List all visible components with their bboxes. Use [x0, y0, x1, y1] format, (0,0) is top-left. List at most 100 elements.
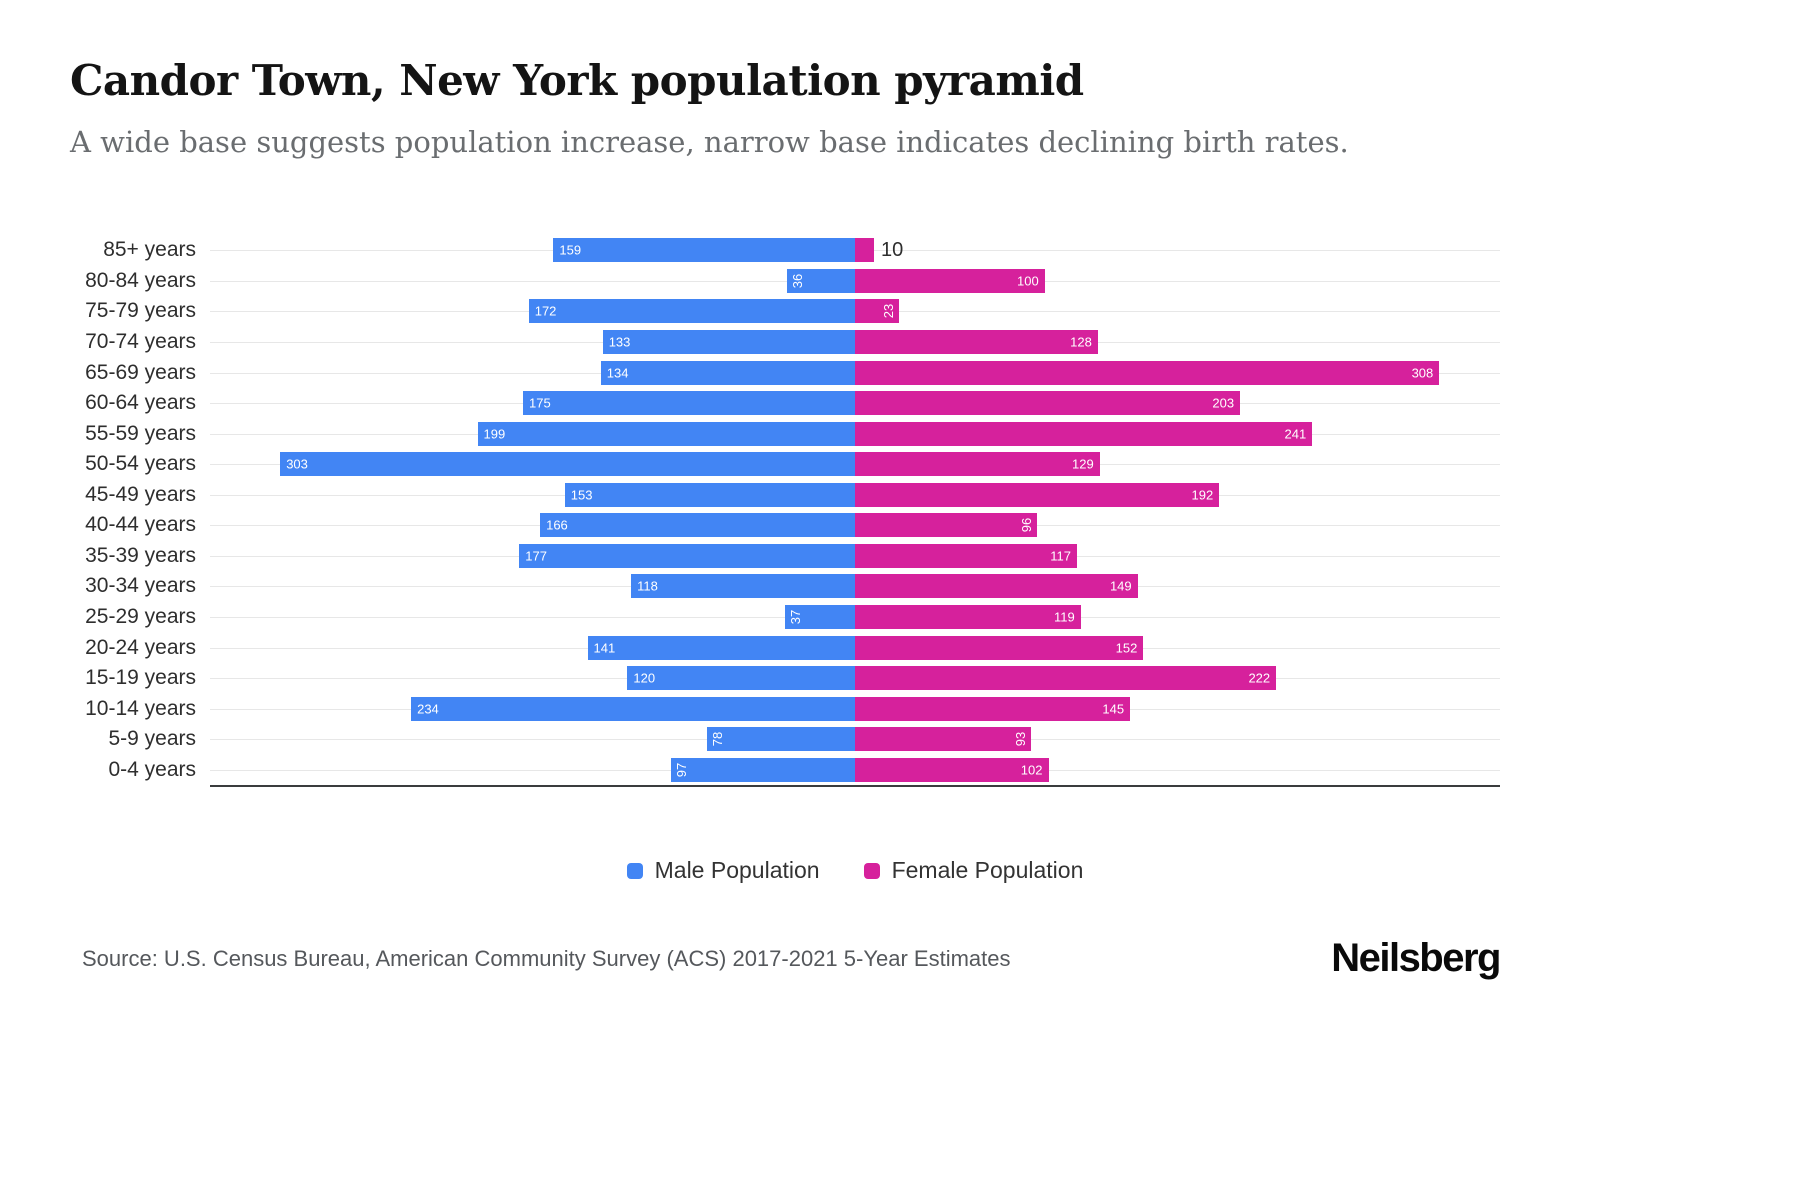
bar-value-label: 97: [674, 762, 689, 778]
age-label: 35-39 years: [85, 543, 196, 567]
legend-item-male[interactable]: Male Population: [626, 857, 820, 884]
plot-area-row: 37 119: [210, 602, 1500, 633]
male-bar[interactable]: 36: [786, 268, 855, 293]
female-bar[interactable]: 102: [855, 757, 1049, 782]
female-bar[interactable]: 192: [855, 482, 1220, 507]
female-bar[interactable]: 149: [855, 574, 1138, 599]
age-label: 50-54 years: [85, 452, 196, 476]
male-bar[interactable]: 172: [528, 299, 855, 324]
male-bar[interactable]: 133: [602, 329, 855, 354]
pyramid-row: 50-54 years 303 129: [70, 449, 1500, 480]
male-half: 166: [210, 513, 855, 538]
female-half: 100: [855, 268, 1500, 293]
female-bar[interactable]: 96: [855, 513, 1038, 538]
male-bar[interactable]: 118: [631, 574, 855, 599]
male-half: 234: [210, 696, 855, 721]
bar-value-label: 117: [1050, 548, 1071, 564]
age-label: 45-49 years: [85, 482, 196, 506]
male-bar[interactable]: 159: [553, 238, 855, 263]
plot-area-row: 303 129: [210, 449, 1500, 480]
female-half: 241: [855, 421, 1500, 446]
bar-value-label: 134: [606, 365, 629, 381]
female-bar[interactable]: 10: [855, 238, 903, 263]
plot-area-row: 134 308: [210, 357, 1500, 388]
bar-value-label: 166: [546, 517, 568, 533]
female-bar[interactable]: 241: [855, 421, 1313, 446]
male-bar[interactable]: 166: [540, 513, 855, 538]
pyramid-row: 15-19 years 120 222: [70, 663, 1500, 694]
plot-area-row: 120 222: [210, 663, 1500, 694]
plot-area-row: 97 102: [210, 755, 1500, 786]
pyramid-row: 0-4 years 97 102: [70, 755, 1500, 786]
female-half: 203: [855, 391, 1500, 416]
bar-value-label: 192: [1191, 487, 1214, 503]
male-half: 37: [210, 605, 855, 630]
female-bar[interactable]: 93: [855, 727, 1032, 752]
legend-item-female[interactable]: Female Population: [863, 857, 1083, 884]
bar-value-label: 175: [529, 395, 551, 411]
female-bar[interactable]: 145: [855, 696, 1131, 721]
female-bar[interactable]: 117: [855, 543, 1077, 568]
female-bar[interactable]: 128: [855, 329, 1098, 354]
bar-value-label: 199: [483, 426, 506, 442]
bar-value-label: 149: [1109, 578, 1132, 594]
female-bar[interactable]: 129: [855, 452, 1100, 477]
age-label: 20-24 years: [85, 635, 196, 659]
bar-value-label: 177: [525, 548, 547, 564]
neilsberg-logo[interactable]: Neilsberg: [1331, 936, 1501, 980]
male-half: 36: [210, 268, 855, 293]
male-bar[interactable]: 177: [519, 543, 855, 568]
male-half: 172: [210, 299, 855, 324]
bar-value-label: 203: [1212, 395, 1235, 411]
bar-value-label: 102: [1020, 762, 1043, 778]
plot-area-row: 36 100: [210, 266, 1500, 297]
male-half: 78: [210, 727, 855, 752]
footer: Source: U.S. Census Bureau, American Com…: [70, 936, 1501, 981]
male-half: 303: [210, 452, 855, 477]
female-half: 222: [855, 666, 1500, 691]
bar-value-label: 308: [1411, 365, 1434, 381]
female-bar[interactable]: 308: [855, 360, 1440, 385]
male-half: 120: [210, 666, 855, 691]
plot-area-row: 172 23: [210, 296, 1500, 327]
bar-value-label: 153: [570, 487, 593, 503]
male-swatch-icon: [626, 862, 643, 879]
female-bar[interactable]: 100: [855, 268, 1045, 293]
male-bar[interactable]: 153: [564, 482, 855, 507]
female-half: 128: [855, 329, 1500, 354]
female-half: 119: [855, 605, 1500, 630]
bar-value-label: 120: [633, 670, 656, 686]
pyramid-row: 45-49 years 153 192: [70, 480, 1500, 511]
male-bar[interactable]: 78: [707, 727, 855, 752]
male-bar[interactable]: 303: [280, 452, 855, 477]
male-bar[interactable]: 199: [477, 421, 855, 446]
female-bar[interactable]: 222: [855, 666, 1277, 691]
bar-value-label: 241: [1284, 426, 1307, 442]
pyramid-row: 80-84 years 36 100: [70, 266, 1500, 297]
male-bar[interactable]: 234: [411, 696, 855, 721]
male-bar[interactable]: 120: [627, 666, 855, 691]
female-bar[interactable]: 23: [855, 299, 899, 324]
female-bar[interactable]: 152: [855, 635, 1144, 660]
bar-value-label: 96: [1019, 518, 1035, 533]
female-half: 145: [855, 696, 1500, 721]
bar-value-label: 222: [1248, 670, 1271, 686]
male-bar[interactable]: 97: [671, 757, 855, 782]
male-half: 175: [210, 391, 855, 416]
male-bar[interactable]: 175: [523, 391, 855, 416]
male-bar[interactable]: 134: [600, 360, 855, 385]
male-bar[interactable]: 37: [784, 605, 855, 630]
age-label: 5-9 years: [108, 727, 196, 751]
plot-area-row: 133 128: [210, 327, 1500, 358]
bar-value-label: 303: [286, 456, 308, 472]
female-bar[interactable]: 119: [855, 605, 1081, 630]
male-half: 134: [210, 360, 855, 385]
female-half: 149: [855, 574, 1500, 599]
pyramid-row: 35-39 years 177 117: [70, 541, 1500, 572]
pyramid-row: 65-69 years 134 308: [70, 357, 1500, 388]
pyramid-row: 10-14 years 234 145: [70, 693, 1500, 724]
male-bar[interactable]: 141: [587, 635, 855, 660]
female-bar[interactable]: 203: [855, 391, 1241, 416]
female-half: 129: [855, 452, 1500, 477]
